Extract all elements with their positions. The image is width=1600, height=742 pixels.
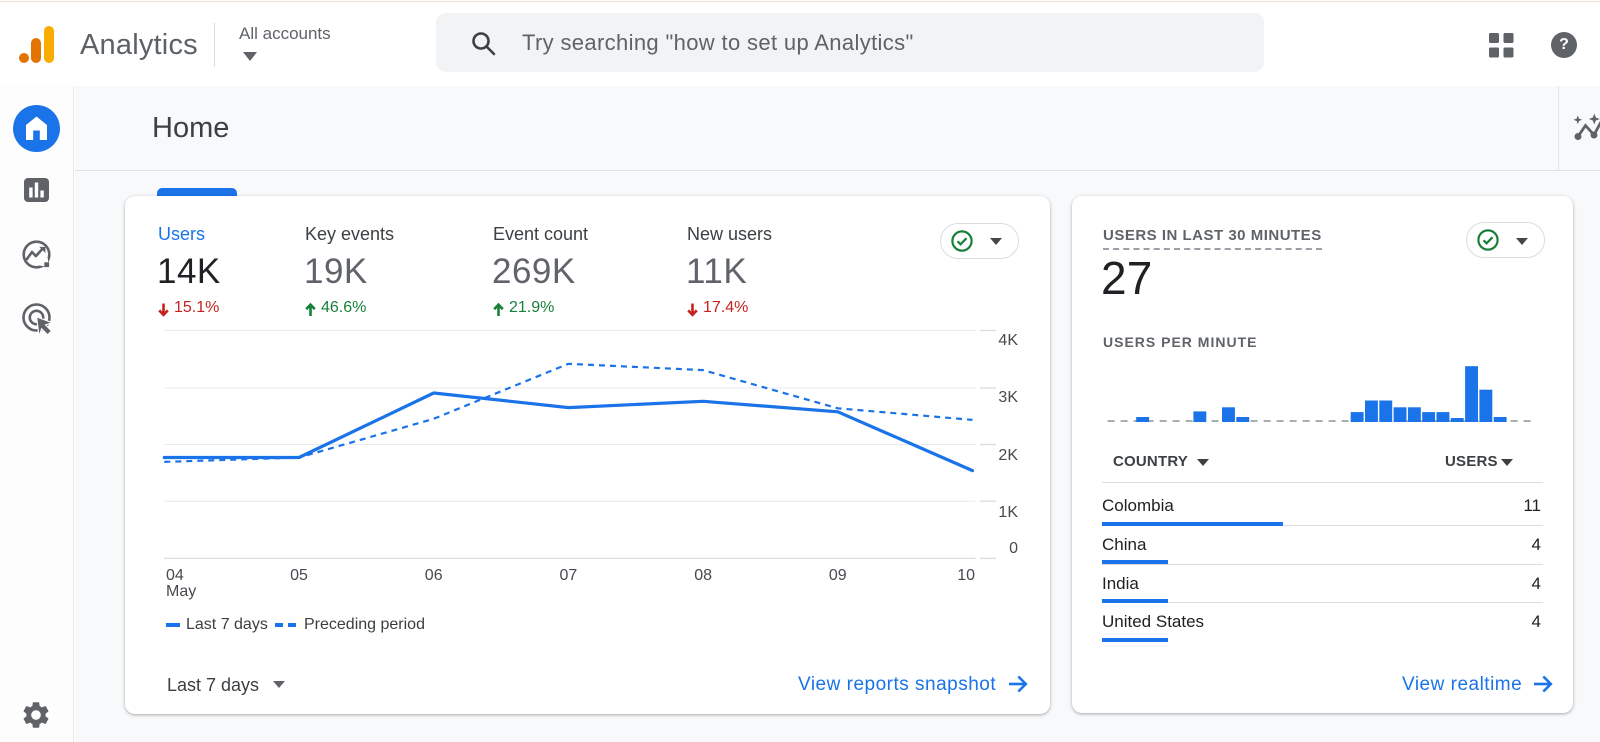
svg-text:2K: 2K: [998, 447, 1018, 464]
svg-text:04: 04: [166, 567, 184, 584]
svg-text:09: 09: [829, 567, 847, 584]
svg-text:May: May: [166, 583, 196, 600]
svg-text:4K: 4K: [998, 332, 1018, 349]
svg-text:06: 06: [425, 567, 443, 584]
svg-text:1K: 1K: [998, 504, 1018, 521]
svg-text:08: 08: [694, 567, 712, 584]
svg-text:10: 10: [957, 567, 975, 584]
svg-text:3K: 3K: [998, 389, 1018, 406]
svg-text:0: 0: [1009, 540, 1018, 557]
svg-text:05: 05: [290, 567, 308, 584]
svg-text:07: 07: [560, 567, 578, 584]
